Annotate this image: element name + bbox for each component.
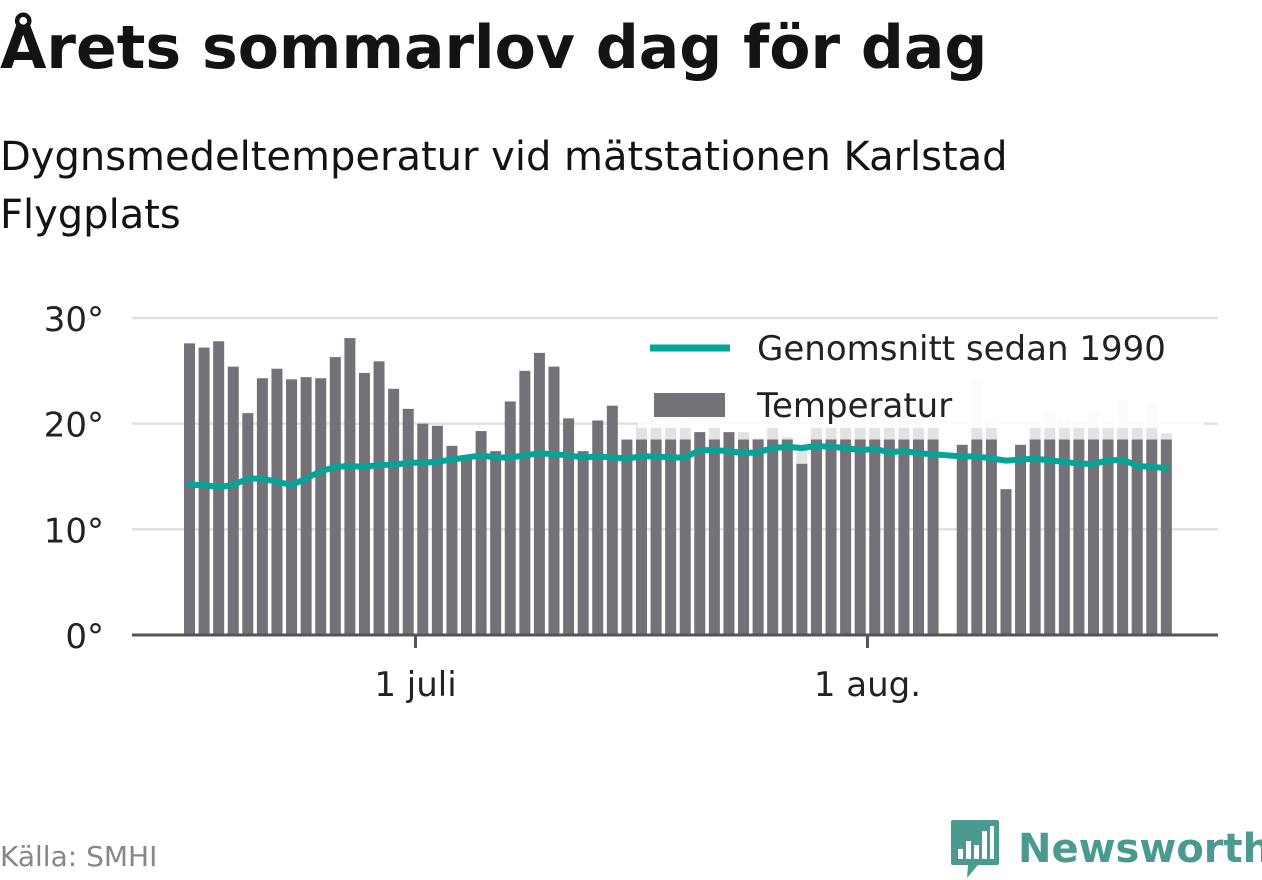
temperature-bar: [635, 439, 647, 635]
temperature-bar: [1029, 439, 1041, 635]
temperature-bar: [227, 366, 239, 635]
temperature-bar: [592, 420, 604, 635]
temperature-bar: [796, 463, 808, 635]
temperature-bar: [256, 378, 268, 635]
temperature-bar: [358, 372, 370, 635]
temperature-bar: [723, 432, 735, 635]
temperature-bar: [286, 379, 298, 635]
temperature-bar: [198, 347, 210, 635]
temperature-bar: [329, 357, 341, 635]
temperature-bars: [184, 338, 1172, 635]
temperature-bar: [956, 444, 968, 635]
temperature-bar: [504, 401, 516, 635]
temperature-bar: [446, 445, 458, 635]
temperature-bar: [708, 439, 720, 635]
temperature-bar: [1146, 439, 1158, 635]
x-tick-label: 1 aug.: [814, 665, 921, 705]
temperature-bar: [388, 388, 400, 635]
temperature-bar: [738, 439, 750, 635]
temperature-bar: [825, 439, 837, 635]
temperature-bar: [650, 439, 662, 635]
temperature-bar: [563, 418, 575, 635]
temperature-bar: [854, 439, 866, 635]
temperature-bar: [752, 439, 764, 635]
temperature-bar: [577, 451, 589, 635]
temperature-bar: [1087, 439, 1099, 635]
temperature-bar: [184, 343, 195, 635]
temperature-bar: [431, 425, 443, 635]
temperature-bar: [1102, 439, 1114, 635]
bar-chart-speech-bubble-icon: [951, 820, 999, 878]
temperature-bar: [519, 370, 531, 635]
x-axis-ticks: 1 juli 1 aug.: [374, 635, 921, 705]
temperature-bar: [402, 408, 414, 635]
temperature-bar: [315, 378, 327, 635]
temperature-bar: [767, 439, 779, 635]
temperature-bar: [1073, 439, 1085, 635]
y-tick-label: 30°: [44, 300, 104, 340]
y-tick-label: 10°: [44, 511, 104, 551]
temperature-bar: [1160, 439, 1172, 635]
temperature-bar: [373, 361, 385, 635]
temperature-bar: [810, 439, 822, 635]
chart-subtitle: Dygnsmedeltemperatur vid mätstationen Ka…: [0, 134, 1008, 238]
legend-bar-swatch: [654, 393, 725, 417]
temperature-bar: [1000, 489, 1012, 635]
temperature-bar: [533, 352, 545, 635]
temperature-bar: [927, 439, 939, 635]
temperature-bar: [694, 432, 706, 635]
y-tick-label: 0°: [65, 617, 104, 657]
temperature-bar: [300, 377, 312, 635]
temperature-bar: [344, 338, 356, 635]
legend-label-temperature: Temperatur: [756, 386, 952, 426]
temperature-bar: [490, 451, 502, 635]
temperature-bar: [1131, 439, 1143, 635]
chart-canvas: 1 juli 1 aug. 0° 10° 20° 30° Genomsnitt seda…: [44, 300, 1218, 705]
legend-label-average: Genomsnitt sedan 1990: [757, 329, 1166, 369]
temperature-bar: [971, 439, 983, 635]
temperature-bar: [665, 439, 677, 635]
temperature-bar: [242, 413, 254, 635]
temperature-bar: [913, 439, 924, 635]
chart-legend: Genomsnitt sedan 1990 Temperatur: [638, 320, 1204, 428]
temperature-bar: [1015, 444, 1027, 635]
temperature-bar: [1044, 439, 1056, 635]
legend-background: [638, 320, 1204, 428]
temperature-bar: [461, 455, 473, 635]
temperature-bar: [606, 405, 618, 635]
temperature-bar: [417, 423, 429, 635]
average-line: [186, 442, 1170, 491]
temperature-bar: [898, 439, 910, 635]
y-axis-ticks: 0° 10° 20° 30°: [44, 300, 104, 657]
brand-logo: Newsworthy: [950, 818, 1262, 880]
temperature-bar: [1117, 439, 1129, 635]
chart-title: Årets sommarlov dag för dag: [0, 13, 988, 83]
temperature-bar: [781, 439, 793, 635]
brand-name: Newsworthy: [1018, 826, 1262, 872]
x-tick-label: 1 juli: [374, 665, 456, 705]
temperature-bar: [679, 439, 691, 635]
source-credit: Källa: SMHI: [0, 840, 158, 873]
temperature-bar: [985, 439, 997, 635]
temperature-bar: [840, 439, 852, 635]
temperature-bar: [1058, 439, 1070, 635]
temperature-bar: [475, 431, 487, 635]
y-tick-label: 20°: [44, 406, 104, 446]
temperature-bar: [621, 439, 633, 635]
temperature-bar: [271, 368, 283, 635]
temperature-bar: [548, 366, 560, 635]
temperature-bar: [869, 439, 881, 635]
temperature-bar: [883, 439, 895, 635]
